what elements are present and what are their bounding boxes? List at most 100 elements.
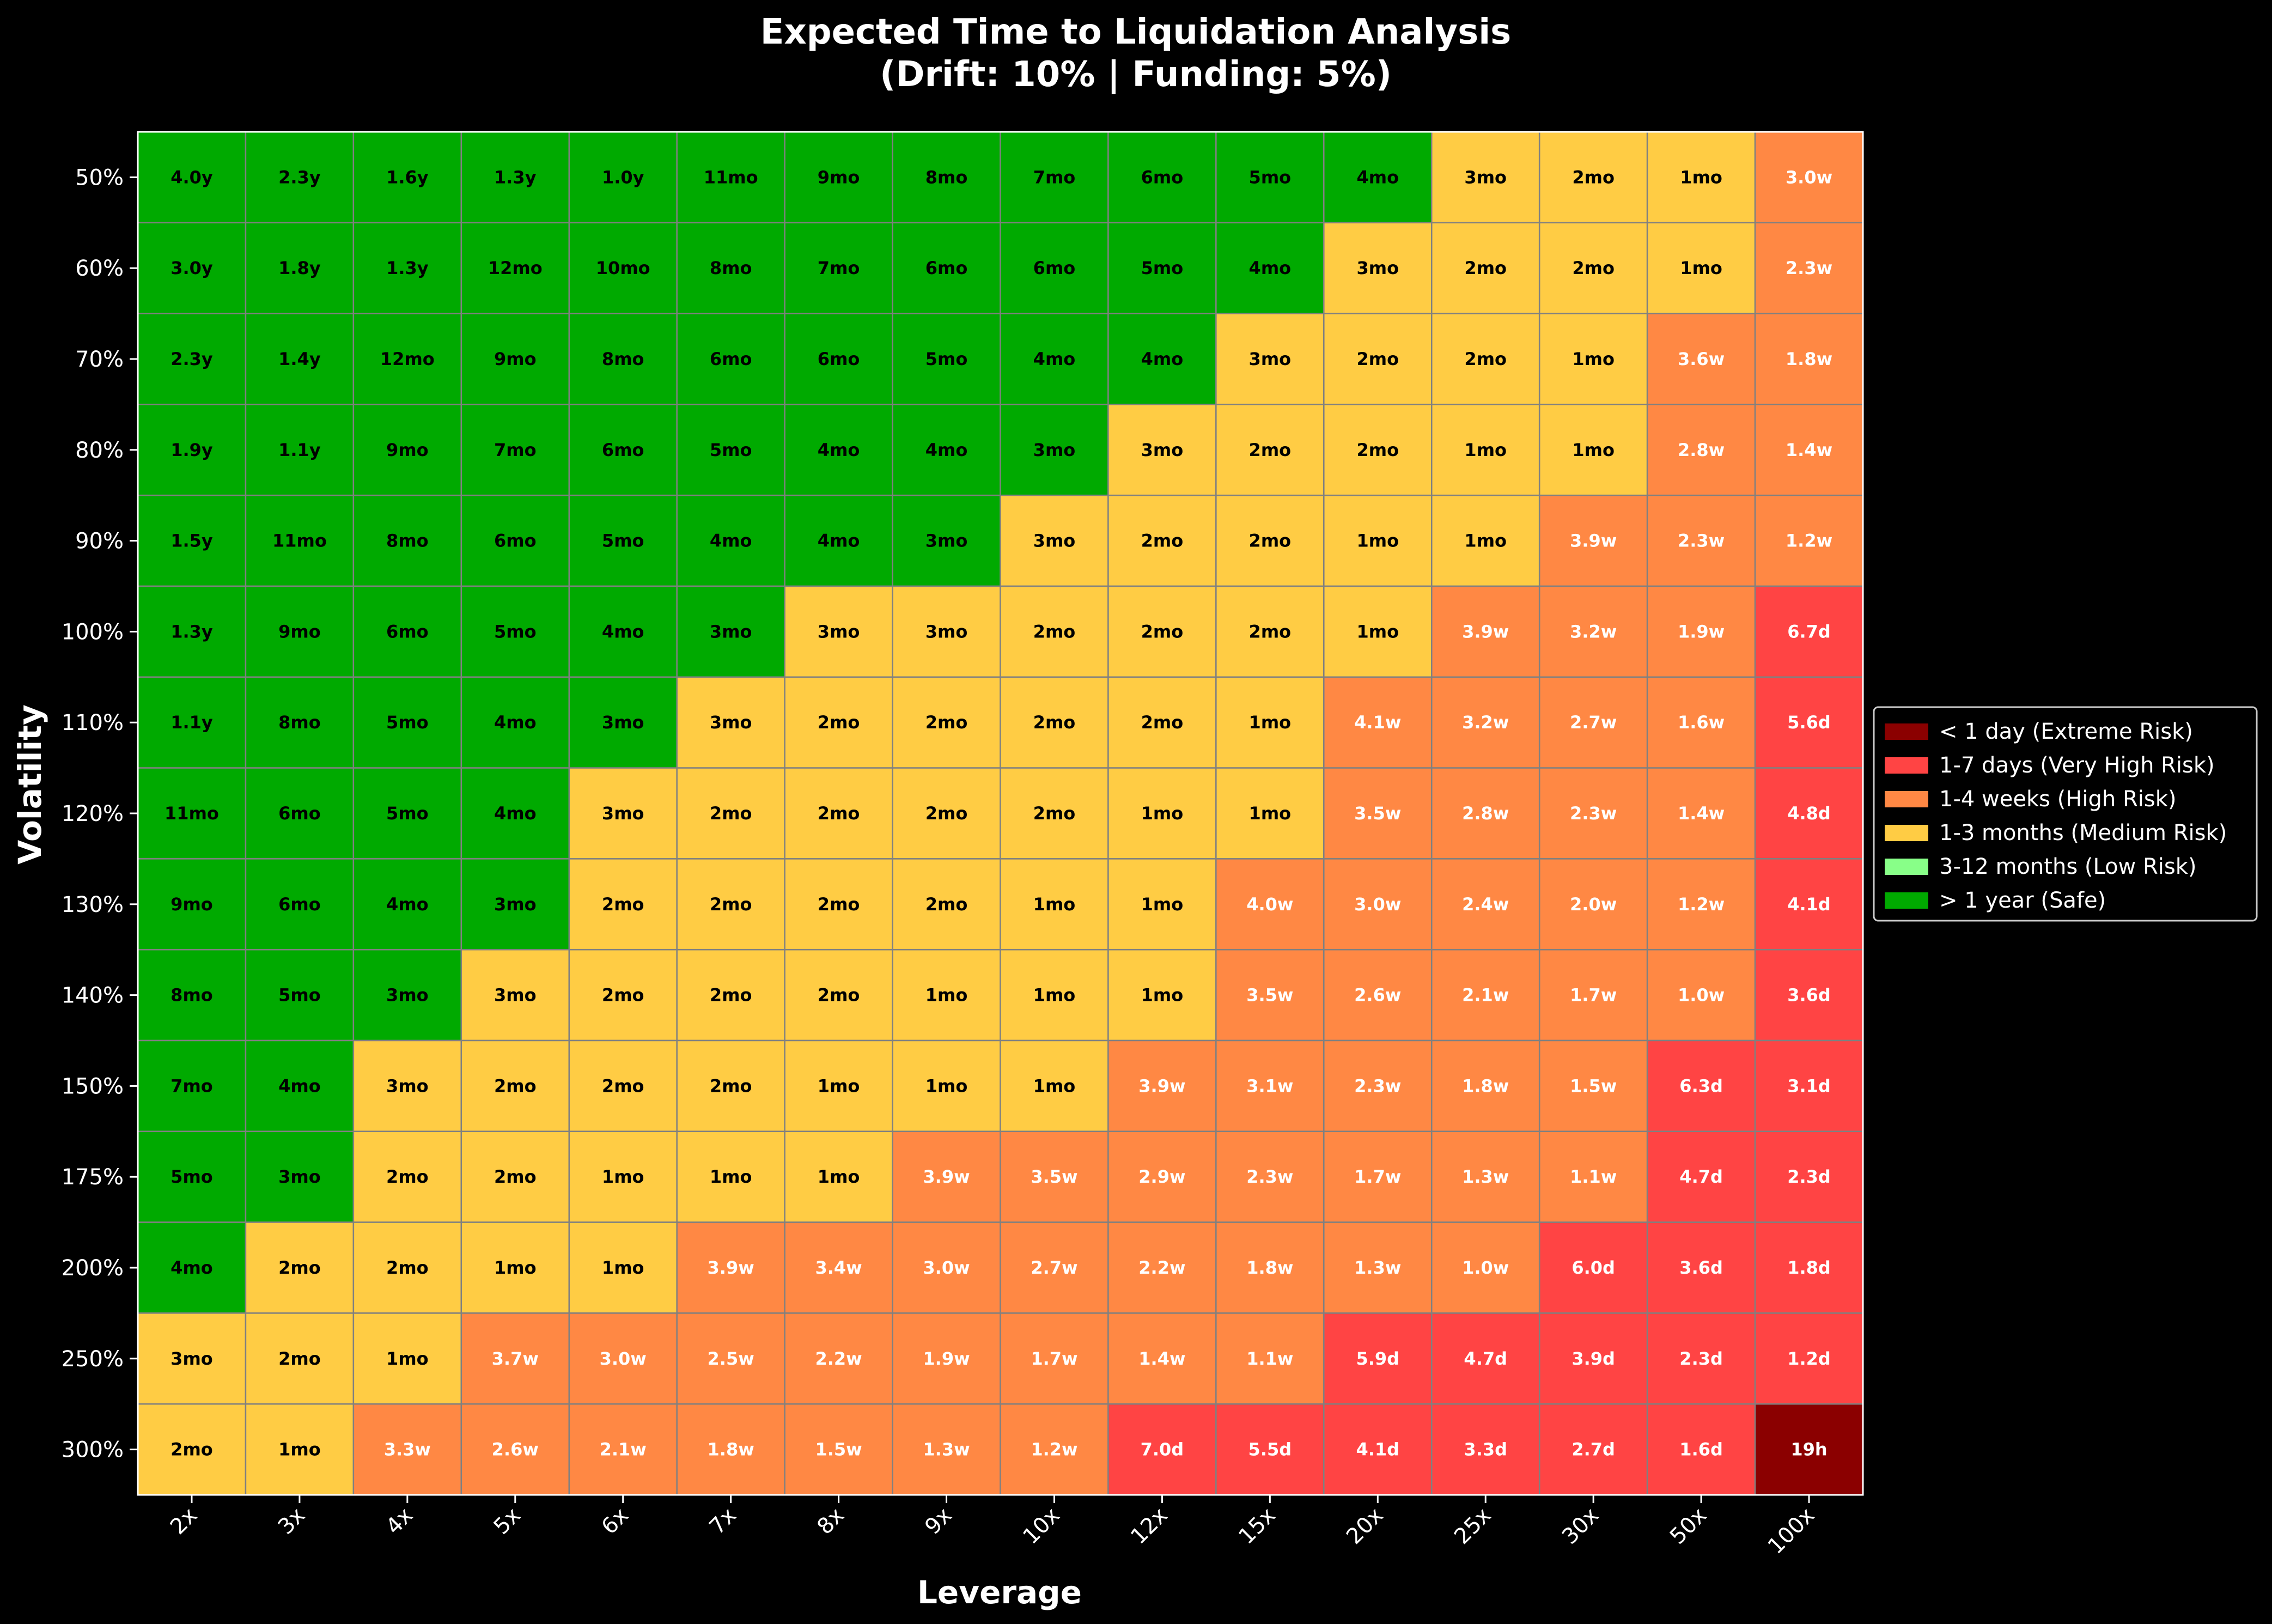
cell-value-label: 7.0d bbox=[1141, 1439, 1184, 1460]
cell-value-label: 3mo bbox=[710, 712, 752, 733]
heatmap-cell bbox=[1323, 222, 1433, 314]
cell-value-label: 5mo bbox=[494, 621, 537, 642]
cell-value-label: 1mo bbox=[1249, 803, 1292, 824]
cell-value-label: 2mo bbox=[710, 985, 752, 1006]
heatmap-cell bbox=[1431, 1312, 1540, 1405]
cell-value-label: 3mo bbox=[494, 894, 537, 915]
chart-subtitle: (Drift: 10% | Funding: 5%) bbox=[880, 54, 1392, 95]
cell-value-label: 5.5d bbox=[1248, 1439, 1292, 1460]
cell-value-label: 1.1w bbox=[1246, 1348, 1293, 1369]
cell-value-label: 1mo bbox=[710, 1166, 752, 1187]
heatmap-cell bbox=[1215, 676, 1325, 769]
y-tick-label: 80% bbox=[75, 438, 124, 463]
heatmap-cell bbox=[460, 1221, 570, 1314]
legend-entry-label: 1-4 weeks (High Risk) bbox=[1939, 787, 2176, 812]
heatmap-cell bbox=[1000, 585, 1109, 678]
cell-value-label: 1mo bbox=[1464, 531, 1507, 551]
cell-value-label: 4mo bbox=[494, 712, 537, 733]
cell-value-label: 1.5w bbox=[1570, 1075, 1617, 1096]
heatmap-cell bbox=[352, 222, 462, 314]
heatmap-cell bbox=[460, 948, 570, 1042]
cell-value-label: 1mo bbox=[818, 1075, 860, 1096]
cell-value-label: 1.2w bbox=[1031, 1439, 1077, 1460]
heatmap-cell bbox=[784, 1130, 893, 1223]
cell-value-label: 2mo bbox=[1141, 712, 1184, 733]
heatmap-cell bbox=[1323, 585, 1433, 678]
heatmap-cell bbox=[784, 1039, 893, 1133]
heatmap-cell bbox=[892, 1039, 1001, 1133]
heatmap-cell bbox=[137, 1312, 247, 1405]
legend-swatch bbox=[1885, 757, 1928, 774]
heatmap-cell bbox=[1431, 1039, 1540, 1133]
cell-value-label: 2mo bbox=[1033, 803, 1076, 824]
cell-value-label: 1.2w bbox=[1786, 531, 1832, 551]
cell-value-label: 1mo bbox=[1356, 621, 1399, 642]
heatmap-cell bbox=[568, 948, 678, 1042]
heatmap-cell bbox=[1323, 1039, 1433, 1133]
cell-value-label: 1mo bbox=[1249, 712, 1292, 733]
heatmap-cell bbox=[1646, 1221, 1756, 1314]
cell-value-label: 5mo bbox=[710, 440, 752, 460]
heatmap-cell bbox=[568, 313, 678, 405]
x-tick-labels: 2x 3x 4x 5x 6x 7x 8x 9x 10x 12x 15x 20x 25x 30x 50x 100… bbox=[166, 1495, 1819, 1559]
cell-value-label: 3.1w bbox=[1246, 1075, 1293, 1096]
cell-value-label: 2.1w bbox=[600, 1439, 647, 1460]
cell-value-label: 2mo bbox=[602, 894, 644, 915]
cell-value-label: 2.2w bbox=[1138, 1257, 1185, 1278]
heatmap-cell bbox=[1323, 1130, 1433, 1223]
cell-value-label: 1mo bbox=[278, 1439, 321, 1460]
heatmap-cell bbox=[1323, 1312, 1433, 1405]
heatmap-cell bbox=[568, 1221, 678, 1314]
cell-value-label: 6mo bbox=[278, 803, 321, 824]
heatmap-cell bbox=[676, 404, 785, 496]
heatmap-cell bbox=[1538, 858, 1648, 951]
cell-value-label: 3.5w bbox=[1031, 1166, 1077, 1187]
heatmap-cell bbox=[568, 1403, 678, 1496]
cell-value-label: 2.9w bbox=[1138, 1166, 1185, 1187]
cell-value-label: 1mo bbox=[1141, 803, 1184, 824]
y-tick-label: 250% bbox=[62, 1347, 124, 1372]
cell-value-label: 6mo bbox=[1033, 258, 1076, 278]
cell-value-label: 5mo bbox=[1249, 167, 1292, 187]
heatmap-cell bbox=[352, 1403, 462, 1496]
heatmap-cell bbox=[460, 858, 570, 951]
heatmap-cell bbox=[1538, 948, 1648, 1042]
cell-value-label: 2mo bbox=[1141, 531, 1184, 551]
cell-value-label: 2mo bbox=[602, 1075, 644, 1096]
heatmap-cell bbox=[460, 494, 570, 587]
heatmap-cell bbox=[1538, 1039, 1648, 1133]
heatmap-cell bbox=[676, 1312, 785, 1405]
cell-value-label: 6mo bbox=[925, 258, 968, 278]
cell-value-label: 3mo bbox=[170, 1348, 213, 1369]
heatmap-cell bbox=[1754, 1039, 1864, 1133]
cell-value-label: 4mo bbox=[1249, 258, 1292, 278]
cell-value-label: 3mo bbox=[494, 985, 537, 1006]
cell-value-label: 2.3d bbox=[1679, 1348, 1723, 1369]
heatmap-cell bbox=[1646, 222, 1756, 314]
cell-value-label: 5mo bbox=[1141, 258, 1184, 278]
cell-value-label: 4mo bbox=[494, 803, 537, 824]
cell-value-label: 4mo bbox=[1033, 349, 1076, 369]
heatmap-cell bbox=[352, 1221, 462, 1314]
cell-value-label: 2mo bbox=[1356, 440, 1399, 460]
heatmap-cell bbox=[352, 404, 462, 496]
cell-value-label: 7mo bbox=[818, 258, 860, 278]
cell-value-label: 5mo bbox=[170, 1166, 213, 1187]
cell-value-label: 1.4y bbox=[278, 349, 321, 369]
cell-value-label: 2.7d bbox=[1571, 1439, 1615, 1460]
heatmap-cell bbox=[1754, 948, 1864, 1042]
heatmap-cell bbox=[245, 1312, 355, 1405]
heatmap-cell bbox=[892, 404, 1001, 496]
cell-value-label: 1mo bbox=[1680, 258, 1722, 278]
heatmap-cell bbox=[1107, 948, 1217, 1042]
cell-value-label: 5mo bbox=[925, 349, 968, 369]
cell-value-label: 11mo bbox=[704, 167, 758, 187]
y-tick-label: 100% bbox=[62, 619, 124, 644]
legend-swatch bbox=[1885, 791, 1928, 807]
cell-value-label: 1.1y bbox=[278, 440, 321, 460]
cell-value-label: 8mo bbox=[170, 985, 213, 1006]
heatmap-cell bbox=[676, 313, 785, 405]
cell-value-label: 1mo bbox=[1356, 531, 1399, 551]
cell-value-label: 3.7w bbox=[492, 1348, 539, 1369]
heatmap-cell bbox=[245, 1403, 355, 1496]
